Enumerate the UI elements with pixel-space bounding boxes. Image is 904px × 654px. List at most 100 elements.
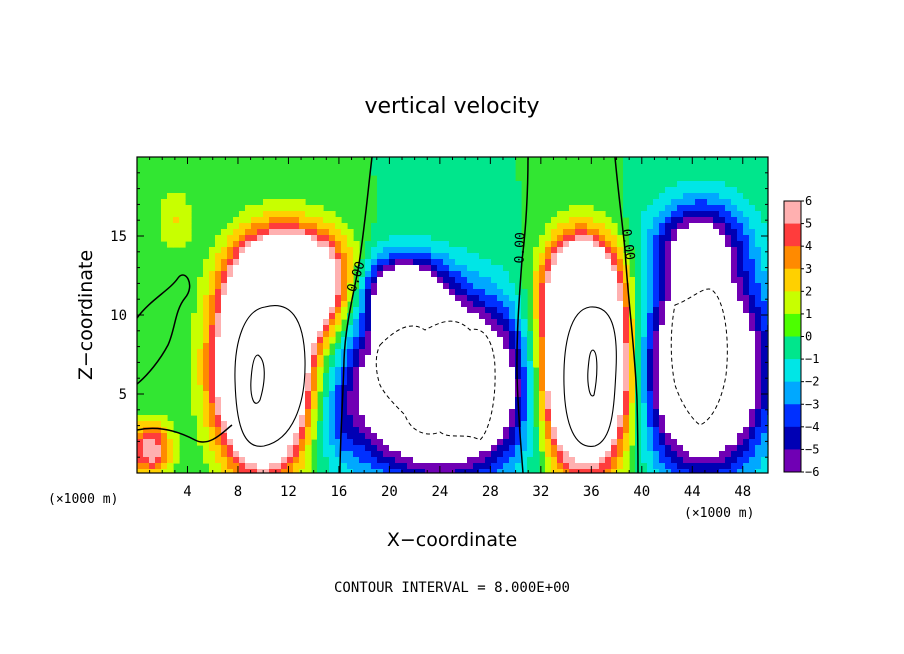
field-cell	[455, 241, 462, 248]
field-cell	[377, 181, 384, 188]
field-cell	[563, 289, 570, 296]
field-cell	[413, 265, 420, 272]
field-cell	[287, 391, 294, 398]
field-cell	[233, 421, 240, 428]
field-cell	[623, 313, 630, 320]
field-cell	[755, 469, 762, 473]
field-cell	[197, 421, 204, 428]
field-cell	[443, 223, 450, 230]
field-cell	[251, 427, 258, 434]
field-cell	[719, 223, 726, 230]
field-cell	[695, 319, 702, 326]
field-cell	[743, 457, 750, 464]
field-cell	[365, 325, 372, 332]
field-cell	[665, 409, 672, 416]
field-cell	[245, 301, 252, 308]
field-cell	[617, 385, 624, 392]
field-cell	[419, 175, 426, 182]
field-cell	[275, 247, 282, 254]
field-cell	[647, 175, 654, 182]
field-cell	[473, 457, 480, 464]
field-cell	[365, 469, 372, 473]
field-cell	[317, 259, 324, 266]
field-cell	[707, 163, 714, 170]
field-cell	[581, 427, 588, 434]
field-cell	[755, 409, 762, 416]
field-cell	[605, 409, 612, 416]
field-cell	[305, 217, 312, 224]
field-cell	[725, 469, 732, 473]
field-cell	[173, 451, 180, 458]
field-cell	[695, 427, 702, 434]
field-cell	[287, 367, 294, 374]
field-cell	[617, 319, 624, 326]
field-cell	[443, 277, 450, 284]
field-cell	[665, 283, 672, 290]
field-cell	[317, 337, 324, 344]
field-cell	[401, 379, 408, 386]
field-cell	[515, 259, 522, 266]
field-cell	[377, 157, 384, 164]
field-cell	[335, 223, 342, 230]
field-cell	[713, 445, 720, 452]
field-cell	[545, 343, 552, 350]
field-cell	[689, 199, 696, 206]
field-cell	[341, 259, 348, 266]
field-cell	[635, 421, 642, 428]
field-cell	[485, 319, 492, 326]
field-cell	[425, 457, 432, 464]
field-cell	[491, 211, 498, 218]
field-cell	[665, 253, 672, 260]
field-cell	[719, 343, 726, 350]
field-cell	[443, 379, 450, 386]
field-cell	[761, 319, 768, 326]
field-cell	[491, 229, 498, 236]
field-cell	[371, 337, 378, 344]
field-cell	[509, 277, 516, 284]
field-cell	[155, 469, 162, 473]
field-cell	[461, 457, 468, 464]
field-cell	[401, 325, 408, 332]
field-cell	[623, 397, 630, 404]
field-cell	[425, 163, 432, 170]
field-cell	[587, 247, 594, 254]
field-cell	[449, 283, 456, 290]
field-cell	[557, 313, 564, 320]
field-cell	[641, 319, 648, 326]
field-cell	[689, 259, 696, 266]
field-cell	[437, 349, 444, 356]
field-cell	[719, 457, 726, 464]
field-cell	[569, 229, 576, 236]
field-cell	[233, 379, 240, 386]
field-cell	[263, 343, 270, 350]
field-cell	[479, 385, 486, 392]
field-cell	[653, 295, 660, 302]
field-cell	[227, 469, 234, 473]
field-cell	[557, 439, 564, 446]
field-cell	[563, 271, 570, 278]
field-cell	[239, 451, 246, 458]
field-cell	[215, 463, 222, 470]
field-cell	[527, 469, 534, 473]
field-cell	[683, 229, 690, 236]
field-cell	[761, 223, 768, 230]
field-cell	[359, 415, 366, 422]
field-cell	[281, 325, 288, 332]
field-cell	[299, 463, 306, 470]
field-cell	[599, 247, 606, 254]
field-cell	[569, 403, 576, 410]
field-cell	[725, 235, 732, 242]
field-cell	[737, 271, 744, 278]
colorbar-tick-label: −5	[805, 442, 819, 456]
field-cell	[575, 283, 582, 290]
field-cell	[323, 253, 330, 260]
field-cell	[395, 265, 402, 272]
field-cell	[659, 223, 666, 230]
field-cell	[683, 385, 690, 392]
field-cell	[665, 199, 672, 206]
field-cell	[245, 331, 252, 338]
field-cell	[689, 433, 696, 440]
field-cell	[731, 295, 738, 302]
field-cell	[659, 421, 666, 428]
field-cell	[647, 313, 654, 320]
